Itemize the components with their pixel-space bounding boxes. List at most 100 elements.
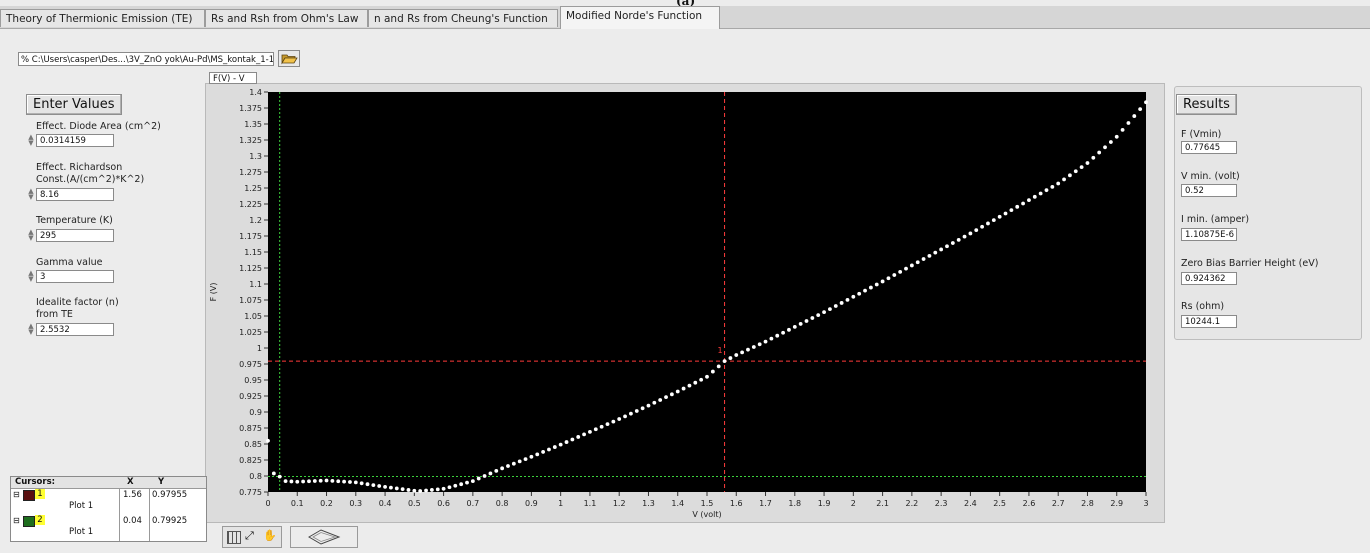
data-point [892,273,897,277]
y-tick-label: 1.125 [239,264,262,273]
x-tick-label: 2.6 [1023,499,1036,508]
data-point [845,297,850,302]
data-point [705,374,709,379]
y-tick-label: 1.175 [239,232,262,241]
data-point [634,409,639,413]
cursor-row-1[interactable]: ⊟ 1 Plot 1 1.56 0.97955 [11,489,206,514]
cursor-2-color-swatch[interactable] [23,516,35,527]
ideality-factor-input[interactable]: 2.5532 [36,323,114,336]
data-point [277,474,282,479]
cursor-1-x: 1.56 [123,490,142,500]
x-tick-label: 2.1 [876,499,889,508]
cursor-1-y: 0.97955 [152,490,188,500]
data-point [991,218,996,223]
data-point [389,485,393,490]
diode-area-input[interactable]: 0.0314159 [36,134,114,147]
data-point [816,313,821,318]
x-tick-label: 2.9 [1110,499,1123,508]
browse-folder-button[interactable] [278,50,300,67]
data-point [909,263,914,268]
pan-hand-icon[interactable]: ✋ [263,529,277,542]
data-point [447,485,452,490]
richardson-const-input[interactable]: 8.16 [36,188,114,201]
data-point [898,269,903,274]
y-tick-label: 1.05 [244,312,262,321]
richardson-spinner[interactable]: ▲ ▼ [28,187,34,201]
data-point [412,488,417,493]
data-point [318,478,323,483]
data-point [1009,208,1014,213]
tab-thermionic-emission[interactable]: Theory of Thermionic Emission (TE) [0,9,205,27]
data-point [1079,165,1084,170]
x-tick-label: 0.9 [525,499,538,508]
data-point [822,310,826,315]
data-point [833,304,838,308]
x-axis-label: V (volt) [692,510,721,519]
y-tick-label: 1.025 [239,328,262,337]
expand-icon[interactable]: ⊟ [13,516,20,525]
x-tick-label: 1.6 [730,499,743,508]
data-point [552,445,557,449]
data-point [517,459,522,464]
diode-area-spinner[interactable]: ▲ ▼ [28,133,34,147]
gamma-spinner[interactable]: ▲ ▼ [28,269,34,283]
cursor-1-color-swatch[interactable] [23,490,35,501]
y-tick-label: 1.075 [239,296,262,305]
data-point [1103,145,1107,150]
x-tick-label: 2.2 [905,499,918,508]
data-point [757,342,762,347]
data-point [476,476,481,481]
data-point [734,353,739,357]
x-tick-label: 1 [558,499,563,508]
data-point [406,488,411,492]
y-tick-label: 1.25 [244,184,262,193]
data-point [658,398,663,402]
cursor-header-x: X [127,477,134,487]
cursor-1-plot: Plot 1 [69,501,94,511]
data-point [880,279,885,284]
cursor-row-2[interactable]: ⊟ 2 Plot 1 0.04 0.79925 [11,515,206,540]
data-point [500,466,505,471]
data-point [1038,191,1043,196]
cursor-legend[interactable]: Cursors: X Y ⊟ 1 Plot 1 1.56 0.97955 ⊟ 2… [10,476,207,542]
tab-modified-norde[interactable]: Modified Norde's Function [560,6,720,29]
vmin-label: V min. (volt) [1181,171,1240,182]
data-point [488,471,493,476]
y-tick-label: 1.1 [249,280,262,289]
data-point [787,327,791,332]
enter-values-label: Enter Values [26,94,122,115]
data-point [465,480,469,485]
data-point [974,228,979,233]
cursor-movement-control[interactable] [290,526,358,548]
y-tick-label: 1.325 [239,136,262,145]
tab-cheung-function[interactable]: n and Rs from Cheung's Function [368,9,558,27]
data-point [523,457,528,462]
data-point [851,294,856,299]
x-tick-label: 2.8 [1081,499,1094,508]
crosshair-cursor-icon[interactable] [227,531,241,544]
data-point [271,471,276,476]
data-point [1027,198,1031,203]
f-v-chart[interactable]: 0.775 0.8 0.825 0.85 0.875 0.9 0.925 0.95 0.975 1… [205,83,1163,523]
y-tick-label: 0.95 [244,376,262,385]
y-tick-label: 0.85 [244,440,262,449]
data-point [301,479,306,484]
expand-icon[interactable]: ⊟ [13,490,20,499]
data-point [494,468,499,473]
temperature-spinner[interactable]: ▲ ▼ [28,228,34,242]
x-tick-label: 2.3 [935,499,948,508]
tab-ohms-law[interactable]: Rs and Rsh from Ohm's Law [205,9,368,27]
data-point [1050,184,1055,189]
data-point [863,288,867,293]
gamma-input[interactable]: 3 [36,270,114,283]
file-path-field[interactable]: % C:\Users\casper\Des...\3V_ZnO yok\Au-P… [18,52,274,66]
richardson-const-label: Effect. Richardson Const.(A/(cm^2)*K^2) [36,162,145,185]
ideality-spinner[interactable]: ▲ ▼ [28,322,34,336]
x-tick-label: 2.7 [1052,499,1065,508]
plot-legend-label: F(V) - V [209,72,257,84]
data-point [359,481,364,486]
data-point [599,424,604,429]
temperature-input[interactable]: 295 [36,229,114,242]
zoom-icon[interactable]: ⤢ [245,529,254,542]
x-tick-label: 2.5 [993,499,1006,508]
